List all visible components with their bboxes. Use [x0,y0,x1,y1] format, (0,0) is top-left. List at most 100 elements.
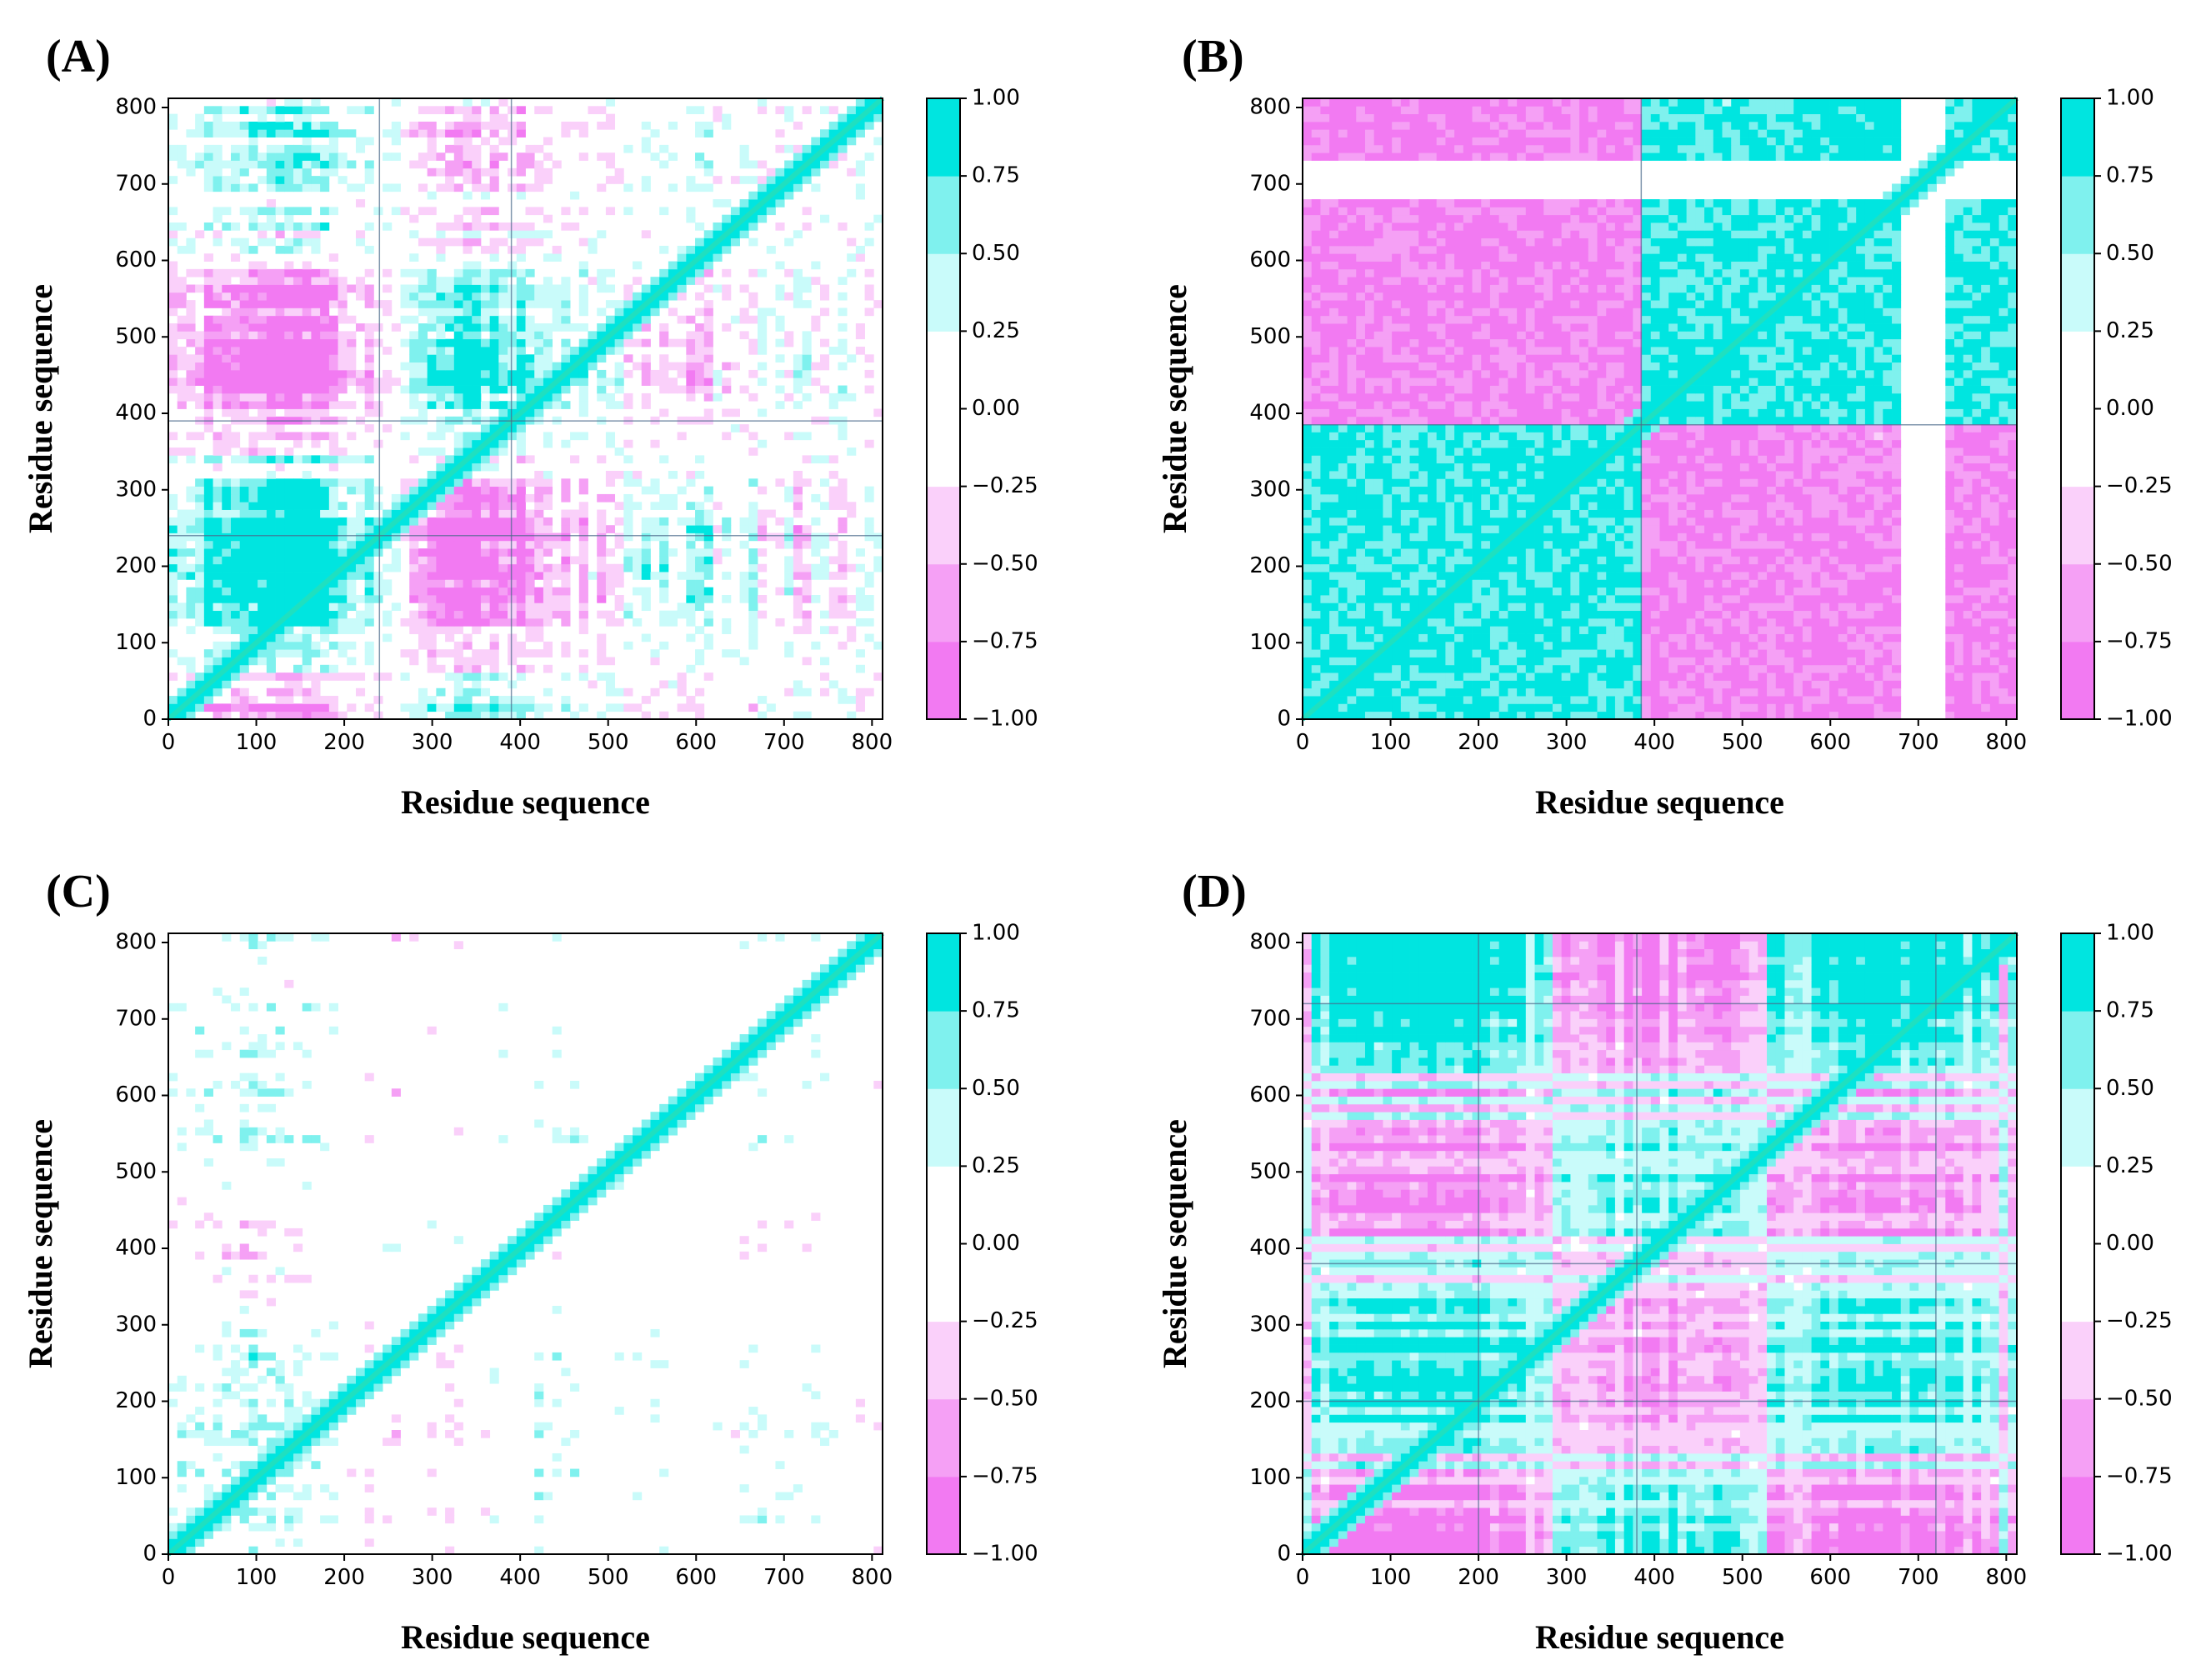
heatmap-cell [1650,688,1660,697]
heatmap-cell [534,548,544,557]
heatmap-cell [311,152,321,161]
heatmap-cell [1945,602,1955,612]
heatmap-cell [1552,672,1563,681]
heatmap-cell [508,696,518,704]
heatmap-cell [1704,610,1714,619]
heatmap-cell [275,649,285,658]
heatmap-cell [2008,703,2018,712]
heatmap-cell [328,502,338,510]
heatmap-cell [1525,703,1535,712]
heatmap-cell [1534,703,1544,712]
heatmap-cell [480,493,491,502]
heatmap-cell [659,455,669,464]
heatmap-cell [186,315,196,324]
heatmap-cell [1963,633,1973,642]
heatmap-cell [516,191,526,200]
heatmap-cell [597,649,607,658]
heatmap-cell [1614,633,1625,642]
heatmap-cell [453,688,463,697]
heatmap-cell [864,633,874,642]
heatmap-cell [758,509,768,518]
heatmap-cell [820,657,830,666]
heatmap-cell [1784,610,1794,619]
heatmap-cell [828,486,838,495]
heatmap-cell [320,168,330,177]
heatmap-cell [525,633,535,642]
heatmap-cell [328,347,338,355]
heatmap-cell [597,121,607,130]
heatmap-cell [1588,672,1598,681]
heatmap-cell [1508,649,1518,658]
heatmap-cell [203,106,213,115]
heatmap-cell [1758,610,1768,619]
heatmap-cell [1418,657,1428,666]
heatmap-cell [418,478,428,488]
heatmap-cell [302,587,312,596]
heatmap-cell [543,214,553,223]
heatmap-cell [239,688,249,697]
heatmap-cell [258,347,268,355]
heatmap-cell [391,121,401,130]
heatmap-cell [347,579,357,588]
heatmap-cell [1320,563,1330,572]
heatmap-cell [311,610,321,619]
heatmap-cell [1364,610,1375,619]
heatmap-cell [1856,626,1866,634]
heatmap-cell [248,323,258,332]
heatmap-cell [1418,602,1428,612]
heatmap-cell [168,176,178,184]
heatmap-cell [195,540,205,549]
heatmap-cell [1820,649,1830,658]
heatmap-cell [534,602,544,612]
heatmap-cell [516,292,526,301]
heatmap-cell [641,230,651,239]
heatmap-cell [1820,688,1830,697]
heatmap-cell [1784,579,1794,588]
heatmap-cell [302,610,312,619]
heatmap-cell [1427,579,1438,588]
heatmap-cell [1418,595,1428,603]
heatmap-cell [480,572,491,580]
heatmap-cell [1329,641,1339,650]
heatmap-cell [543,230,553,239]
heatmap-cell [1677,703,1688,712]
heatmap-cell [766,168,776,177]
heatmap-cell [1517,657,1527,666]
heatmap-cell [508,633,518,642]
heatmap-cell [784,144,794,153]
heatmap-cell [364,392,374,402]
heatmap-cell [320,517,330,526]
heatmap-cell [1570,572,1580,580]
heatmap-cell [525,696,535,704]
heatmap-cell [641,323,651,332]
heatmap-cell [203,152,213,161]
heatmap-cell [168,610,178,619]
heatmap-cell [1820,711,1830,720]
heatmap-cell [847,168,857,177]
heatmap-cell [418,106,428,115]
heatmap-cell [409,455,419,464]
heatmap-cell [213,688,223,697]
heatmap-cell [266,424,276,432]
heatmap-cell [597,284,607,293]
heatmap-cell [775,144,785,153]
heatmap-cell [534,338,544,348]
heatmap-cell [1579,602,1589,612]
heatmap-cell [784,587,794,596]
heatmap-cell [1668,572,1678,580]
heatmap-cell [498,478,508,488]
heatmap-cell [864,602,874,612]
heatmap-cell [311,563,321,572]
heatmap-cell [1588,572,1598,580]
heatmap-cell [239,657,249,666]
heatmap-cell [775,222,785,231]
heatmap-cells [168,98,883,720]
heatmap-cell [1793,602,1803,612]
heatmap-cell [498,347,508,355]
heatmap-cell [328,268,338,278]
heatmap-cell [1686,579,1696,588]
heatmap-cell [1373,711,1383,720]
heatmap-cell [1767,626,1777,634]
heatmap-cell [480,602,491,612]
heatmap-cell [1838,657,1848,666]
